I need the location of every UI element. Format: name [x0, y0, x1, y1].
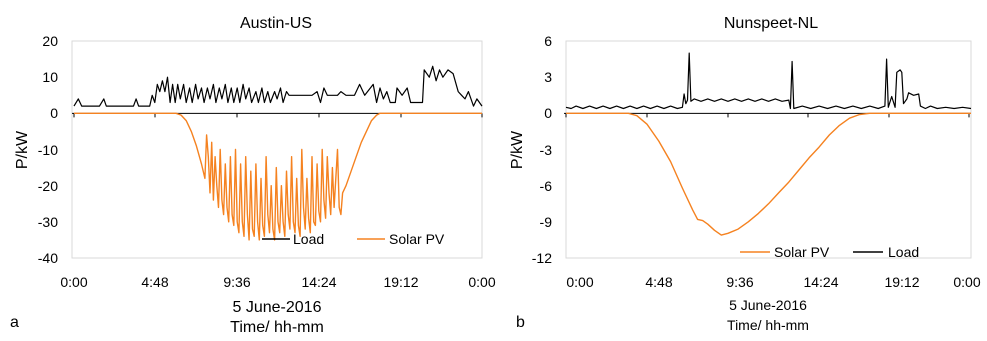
legend: Solar PV Load — [740, 244, 919, 260]
x-tick-label: 19:12 — [884, 274, 919, 290]
panel-letter: a — [10, 314, 19, 331]
x-tick-label: 0:00 — [953, 274, 980, 290]
plot-a-content — [72, 65, 483, 241]
y-tick-label: -6 — [540, 178, 553, 194]
x-tick-label: 14:24 — [301, 274, 336, 290]
x-tick-label: 0:00 — [468, 274, 495, 290]
y-tick-label: 0 — [50, 105, 58, 121]
series-line-load — [73, 65, 483, 107]
y-tick-label: 6 — [544, 33, 552, 49]
y-axis-label: P/kW — [14, 130, 31, 169]
y-tick-label: -20 — [38, 178, 58, 194]
x-tick-label: 0:00 — [566, 274, 593, 290]
y-tick-label: 20 — [42, 33, 58, 49]
chart-panel-a: Austin-US 20 10 0 -10 -20 -30 -40 0:00 4… — [10, 15, 496, 336]
legend: Load Solar PV — [262, 231, 445, 247]
y-tick-label: -9 — [540, 214, 553, 230]
y-tick-label: -3 — [540, 142, 553, 158]
y-tick-label: -40 — [38, 250, 58, 266]
series-line-load — [565, 52, 972, 110]
x-tick-label: 4:48 — [141, 274, 168, 290]
x-axis-label: 5 June-2016 — [729, 297, 807, 313]
y-tick-label: 0 — [544, 105, 552, 121]
y-tick-label: -30 — [38, 214, 58, 230]
x-tick-label: 0:00 — [60, 274, 87, 290]
x-tick-label: 9:36 — [726, 274, 753, 290]
y-tick-label: -12 — [532, 250, 552, 266]
chart-title: Nunspeet-NL — [724, 15, 818, 32]
x-axis-label: 5 June-2016 — [233, 299, 322, 316]
chart-panel-b: Nunspeet-NL 6 3 0 -3 -6 -9 -12 0:00 4:48… — [509, 15, 981, 333]
y-tick-label: -10 — [38, 142, 58, 158]
plot-area — [565, 40, 972, 259]
panel-letter: b — [516, 314, 525, 331]
series-line-solar-pv — [74, 112, 482, 241]
y-tick-label: 10 — [42, 69, 58, 85]
x-tick-label: 9:36 — [223, 274, 250, 290]
plot-area — [71, 40, 483, 259]
legend-label-solar: Solar PV — [389, 231, 445, 247]
legend-label-load: Load — [293, 231, 324, 247]
x-axis-label: Time/ hh-mm — [727, 317, 809, 333]
plot-b-content — [564, 52, 972, 236]
series-line-solar-pv — [566, 112, 971, 236]
x-tick-label: 14:24 — [803, 274, 838, 290]
x-axis-label: Time/ hh-mm — [230, 319, 324, 336]
legend-label-load: Load — [888, 244, 919, 260]
y-tick-label: 3 — [544, 69, 552, 85]
chart-title: Austin-US — [240, 15, 312, 32]
y-axis-label: P/kW — [509, 130, 526, 169]
x-tick-label: 19:12 — [383, 274, 418, 290]
legend-label-solar: Solar PV — [774, 244, 830, 260]
x-tick-label: 4:48 — [645, 274, 672, 290]
